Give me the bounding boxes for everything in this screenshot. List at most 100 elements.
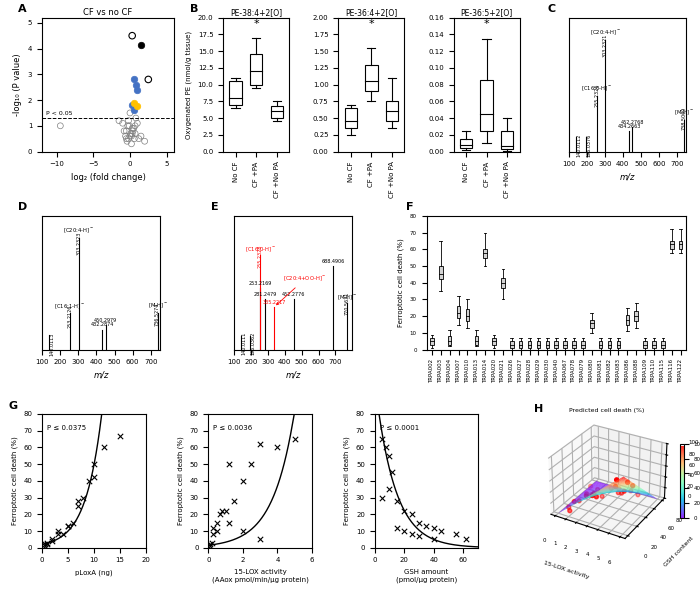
Point [208, 523, 219, 532]
Text: P ≤ 0.0036: P ≤ 0.0036 [214, 425, 253, 431]
Point [435, 527, 447, 536]
Point [391, 496, 402, 505]
Point [391, 523, 402, 532]
FancyBboxPatch shape [250, 54, 262, 85]
Point [130, 80, 141, 90]
Point [384, 451, 395, 461]
Point [406, 509, 417, 519]
Point [67, 518, 78, 527]
Point [114, 431, 125, 441]
FancyBboxPatch shape [626, 315, 629, 325]
Point [125, 129, 136, 138]
Point [83, 476, 94, 485]
FancyBboxPatch shape [670, 241, 673, 249]
Y-axis label: Ferroptotic cell death (%): Ferroptotic cell death (%) [398, 239, 404, 327]
Point [377, 493, 388, 502]
Point [211, 518, 223, 527]
Point [204, 540, 216, 549]
FancyBboxPatch shape [501, 131, 513, 149]
Point [78, 493, 89, 502]
Text: [C16:1-H]$^-$: [C16:1-H]$^-$ [55, 303, 85, 311]
Text: 303.2323: 303.2323 [76, 231, 81, 254]
Point [461, 535, 472, 544]
Text: [M-H]$^-$: [M-H]$^-$ [674, 109, 694, 117]
Point [129, 105, 140, 115]
Point [118, 126, 130, 135]
FancyBboxPatch shape [554, 341, 558, 348]
Point [62, 521, 74, 531]
Point [220, 507, 231, 516]
Point [143, 75, 154, 84]
Point [215, 509, 226, 519]
Text: 253.2126: 253.2126 [67, 305, 72, 328]
FancyBboxPatch shape [634, 311, 638, 321]
Text: P ≤ 0.0375: P ≤ 0.0375 [47, 425, 86, 431]
Point [398, 507, 409, 516]
Point [208, 530, 219, 539]
Point [125, 131, 136, 141]
Point [289, 434, 300, 444]
FancyBboxPatch shape [492, 338, 496, 345]
Point [127, 31, 138, 41]
FancyBboxPatch shape [643, 341, 647, 348]
Point [255, 439, 266, 449]
Text: 255.2328: 255.2328 [258, 244, 263, 268]
FancyBboxPatch shape [484, 249, 487, 257]
Point [414, 518, 425, 527]
FancyBboxPatch shape [599, 341, 603, 348]
X-axis label: GSH amount
(pmol/µg protein): GSH amount (pmol/µg protein) [395, 569, 457, 583]
Text: 253.2169: 253.2169 [248, 281, 272, 286]
FancyBboxPatch shape [537, 341, 540, 348]
Text: *: * [484, 19, 489, 29]
Y-axis label: Ferroptotic cell death (%): Ferroptotic cell death (%) [11, 436, 18, 525]
Point [131, 102, 142, 111]
Text: 140.0111: 140.0111 [241, 331, 246, 355]
Point [39, 540, 50, 549]
FancyBboxPatch shape [365, 65, 377, 91]
Title: CF vs no CF: CF vs no CF [83, 8, 132, 17]
FancyBboxPatch shape [344, 108, 357, 128]
Point [125, 108, 136, 118]
Point [223, 459, 235, 469]
Point [41, 540, 52, 549]
FancyBboxPatch shape [386, 101, 398, 121]
Text: P ≤ 0.0001: P ≤ 0.0001 [380, 425, 419, 431]
Text: H: H [534, 404, 543, 414]
FancyBboxPatch shape [590, 319, 594, 328]
Text: 140.0112: 140.0112 [577, 134, 582, 157]
FancyBboxPatch shape [528, 341, 531, 348]
FancyBboxPatch shape [430, 338, 433, 345]
Point [135, 131, 146, 141]
Point [128, 124, 139, 133]
Point [47, 537, 58, 546]
FancyBboxPatch shape [510, 341, 514, 348]
Point [122, 121, 134, 131]
Point [120, 131, 131, 141]
Point [127, 126, 139, 135]
Point [384, 485, 395, 494]
Point [135, 40, 146, 49]
Point [88, 459, 99, 469]
FancyBboxPatch shape [581, 341, 584, 348]
Text: [M-H]$^-$: [M-H]$^-$ [337, 294, 357, 302]
Point [255, 535, 266, 544]
Point [223, 518, 235, 527]
Text: *: * [368, 19, 374, 29]
Title: PE-38:4+2[O]: PE-38:4+2[O] [230, 8, 282, 17]
Point [129, 134, 140, 143]
Point [237, 476, 248, 485]
Y-axis label: Ferroptotic cell death (%): Ferroptotic cell death (%) [344, 436, 350, 525]
Point [39, 541, 50, 551]
FancyBboxPatch shape [230, 81, 242, 105]
Point [406, 530, 417, 539]
Text: 770.5631: 770.5631 [344, 292, 350, 315]
Y-axis label: Ferroptotic cell death (%): Ferroptotic cell death (%) [178, 436, 184, 525]
Point [132, 85, 143, 94]
Point [123, 134, 134, 143]
Text: D: D [18, 203, 28, 213]
Point [126, 139, 137, 148]
FancyBboxPatch shape [519, 341, 522, 348]
Point [99, 443, 110, 452]
Title: PE-36:4+2[O]: PE-36:4+2[O] [345, 8, 398, 17]
Point [421, 521, 432, 531]
